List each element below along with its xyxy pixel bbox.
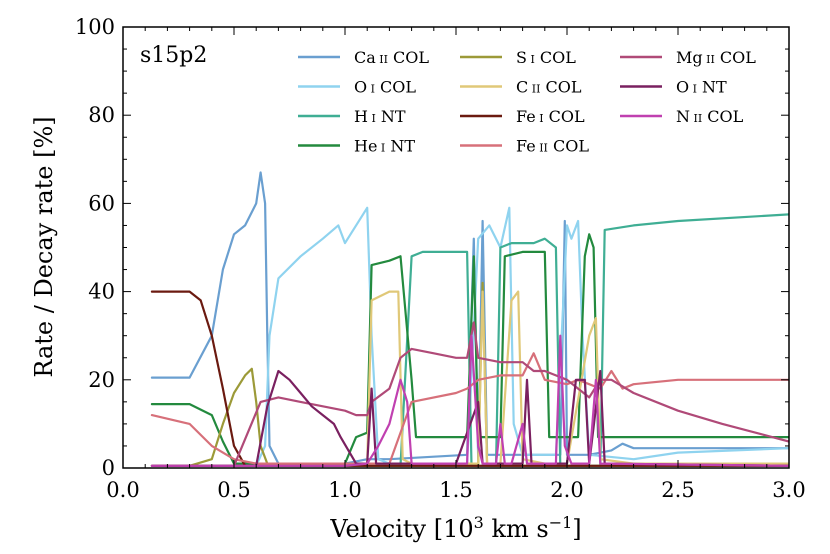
y-tick-label: 100 [75, 15, 115, 39]
series-line-3 [150, 213, 789, 467]
series-line-10 [150, 369, 789, 467]
x-tick-label: 2.0 [550, 478, 583, 502]
legend-label: Fe II COL [516, 137, 589, 156]
legend-label: He I NT [354, 137, 415, 156]
y-tick-label: 80 [88, 103, 115, 127]
x-tick-label: 1.5 [439, 478, 472, 502]
plot-area: 0.0 0.5 1.0 1.5 2.0 2.5 3.0 0 20 40 60 80 100 [75, 15, 806, 502]
legend-label: S I COL [516, 48, 576, 67]
legend-label: Ca II COL [354, 48, 429, 67]
legend-label: Mg II COL [676, 48, 756, 67]
y-tick-label: 0 [102, 456, 115, 480]
legend-label: Fe I COL [516, 107, 585, 126]
y-tick-label: 40 [88, 280, 115, 304]
x-tick-label: 3.0 [772, 478, 805, 502]
x-tick-label: 1.0 [328, 478, 361, 502]
y-axis-label: Rate / Decay rate [%] [30, 116, 58, 377]
y-tick-label: 20 [88, 368, 115, 392]
x-tick-label: 2.5 [661, 478, 694, 502]
model-label: s15p2 [140, 43, 207, 68]
legend-label: N II COL [676, 107, 744, 126]
x-axis-label: Velocity [103 km s−1] [329, 513, 581, 543]
legend: Ca II COL O I COL H I NT He I NT S I COL C II… [298, 48, 756, 156]
y-tick-label: 60 [88, 191, 115, 215]
series-line-11 [150, 334, 789, 467]
legend-label: C II COL [516, 78, 582, 97]
legend-label: O I NT [676, 78, 727, 97]
legend-label: H I NT [354, 107, 406, 126]
legend-label: O I COL [354, 78, 416, 97]
series-line-7 [150, 290, 789, 467]
series-group [150, 171, 789, 467]
x-tick-label: 0.0 [106, 478, 139, 502]
x-tick-label: 0.5 [217, 478, 250, 502]
